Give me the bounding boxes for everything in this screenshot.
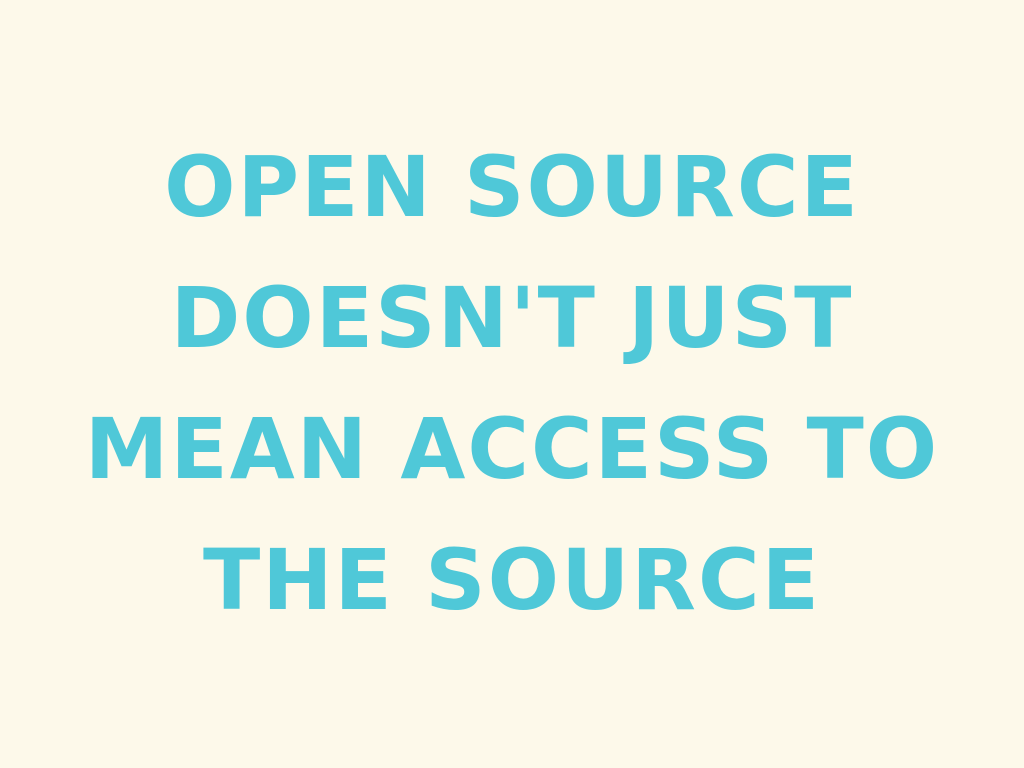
quote-line-3: MEAN ACCESS TO — [84, 400, 940, 498]
quote-line-1: OPEN SOURCE — [164, 138, 860, 236]
slide-quote: OPEN SOURCE DOESN'T JUST MEAN ACCESS TO … — [85, 122, 939, 646]
quote-line-4: THE SOURCE — [202, 531, 822, 629]
quote-line-2: DOESN'T JUST — [170, 269, 854, 367]
